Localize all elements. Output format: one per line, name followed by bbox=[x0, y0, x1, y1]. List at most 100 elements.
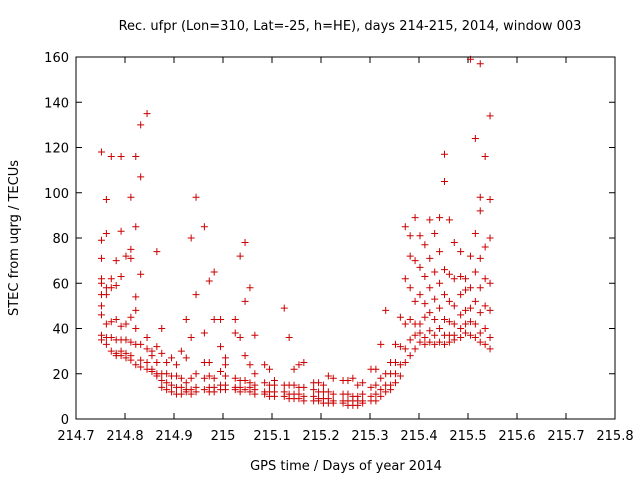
data-point bbox=[261, 361, 269, 369]
data-point bbox=[280, 304, 288, 312]
data-point bbox=[466, 318, 474, 326]
data-point bbox=[426, 338, 434, 346]
data-point bbox=[457, 248, 465, 256]
data-point bbox=[416, 329, 424, 337]
data-point bbox=[324, 388, 332, 396]
y-tick-label: 80 bbox=[52, 232, 69, 247]
data-point bbox=[153, 343, 161, 351]
data-point bbox=[431, 340, 439, 348]
data-point bbox=[421, 241, 429, 249]
data-point bbox=[251, 331, 259, 339]
data-point bbox=[436, 214, 444, 222]
data-point bbox=[241, 239, 249, 247]
data-point bbox=[221, 372, 229, 380]
data-point bbox=[406, 315, 414, 323]
data-point bbox=[411, 297, 419, 305]
data-point bbox=[127, 313, 135, 321]
data-point bbox=[486, 279, 494, 287]
data-point bbox=[445, 318, 453, 326]
data-point bbox=[295, 395, 303, 403]
data-point bbox=[137, 121, 145, 129]
data-point bbox=[476, 284, 484, 292]
data-point bbox=[391, 340, 399, 348]
data-point bbox=[107, 275, 115, 283]
data-point bbox=[192, 193, 200, 201]
data-point bbox=[481, 153, 489, 161]
data-point bbox=[236, 334, 244, 342]
data-point bbox=[354, 381, 362, 389]
data-point bbox=[359, 379, 367, 387]
data-point bbox=[143, 334, 151, 342]
data-point bbox=[411, 331, 419, 339]
data-point bbox=[182, 388, 190, 396]
data-point bbox=[221, 386, 229, 394]
data-point bbox=[168, 388, 176, 396]
data-point bbox=[426, 284, 434, 292]
data-point bbox=[187, 234, 195, 242]
data-point bbox=[411, 257, 419, 265]
data-point bbox=[486, 112, 494, 120]
data-point bbox=[486, 234, 494, 242]
data-point bbox=[421, 272, 429, 280]
data-point bbox=[344, 377, 352, 385]
data-point bbox=[163, 358, 171, 366]
data-point bbox=[290, 365, 298, 373]
data-point bbox=[440, 315, 448, 323]
x-axis-label: GPS time / Days of year 2014 bbox=[250, 459, 442, 474]
data-point bbox=[127, 254, 135, 262]
data-point bbox=[200, 374, 208, 382]
data-point bbox=[168, 381, 176, 389]
data-point bbox=[377, 386, 385, 394]
data-point bbox=[421, 300, 429, 308]
data-point bbox=[200, 223, 208, 231]
data-point bbox=[122, 336, 130, 344]
data-point bbox=[401, 358, 409, 366]
data-point bbox=[329, 399, 337, 407]
data-point bbox=[122, 320, 130, 328]
data-point bbox=[372, 390, 380, 398]
data-point bbox=[329, 390, 337, 398]
data-point bbox=[481, 325, 489, 332]
data-point bbox=[236, 388, 244, 396]
data-point bbox=[236, 252, 244, 260]
data-point bbox=[406, 252, 414, 260]
data-point bbox=[158, 349, 166, 357]
y-axis-label: STEC from uqrg / TECUs bbox=[7, 160, 22, 316]
data-point bbox=[462, 306, 470, 314]
data-point bbox=[177, 347, 185, 355]
data-point bbox=[127, 356, 135, 364]
data-point bbox=[462, 275, 470, 283]
data-point bbox=[372, 365, 380, 373]
data-point bbox=[97, 254, 105, 262]
data-point bbox=[177, 390, 185, 398]
x-tick-label: 215 bbox=[211, 429, 236, 444]
data-point bbox=[182, 379, 190, 387]
data-point bbox=[401, 345, 409, 353]
data-point bbox=[445, 270, 453, 278]
data-point bbox=[172, 372, 180, 380]
data-point bbox=[163, 379, 171, 387]
data-point bbox=[112, 282, 120, 290]
data-point bbox=[359, 399, 367, 407]
data-point bbox=[431, 295, 439, 303]
data-point bbox=[391, 370, 399, 378]
data-point bbox=[396, 372, 404, 380]
x-tick-label: 215.8 bbox=[596, 429, 633, 444]
data-point bbox=[97, 236, 105, 244]
data-point bbox=[246, 361, 254, 369]
data-point bbox=[382, 388, 390, 396]
data-point bbox=[132, 325, 140, 332]
data-point bbox=[471, 134, 479, 142]
data-point bbox=[122, 252, 130, 260]
data-point bbox=[436, 338, 444, 346]
data-point bbox=[445, 216, 453, 224]
data-point bbox=[295, 361, 303, 369]
data-point bbox=[132, 361, 140, 369]
y-tick-label: 140 bbox=[44, 96, 69, 111]
data-point bbox=[431, 268, 439, 276]
data-point bbox=[476, 338, 484, 346]
data-point bbox=[300, 383, 308, 391]
data-point bbox=[486, 345, 494, 353]
data-point bbox=[132, 293, 140, 301]
data-point bbox=[231, 329, 239, 337]
